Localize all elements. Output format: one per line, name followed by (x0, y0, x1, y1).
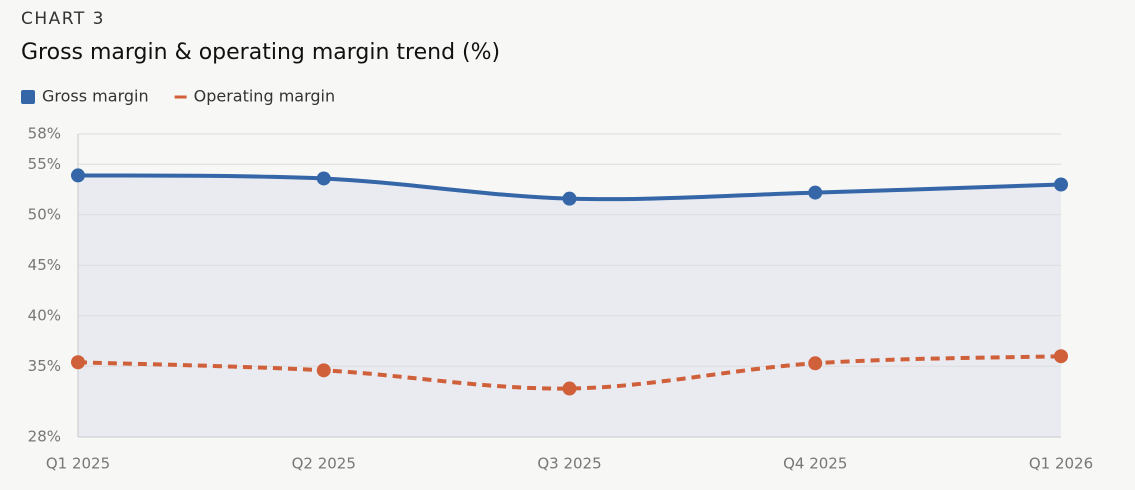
y-tick-label: 55% (28, 155, 61, 173)
x-tick-label: Q1 2026 (1029, 455, 1093, 473)
data-point (71, 355, 85, 370)
data-point (808, 185, 823, 200)
data-point (316, 363, 331, 378)
data-point (562, 381, 577, 396)
chart-label: CHART 3 (21, 9, 105, 29)
y-tick-label: 50% (28, 205, 61, 223)
chart-title: Gross margin & operating margin trend (%… (21, 40, 500, 65)
y-tick-label: 28% (28, 428, 61, 446)
x-tick-label: Q4 2025 (783, 455, 847, 473)
y-tick-label: 45% (28, 256, 61, 274)
data-point (1054, 177, 1068, 192)
legend-label: Operating margin (194, 87, 336, 106)
data-point (808, 356, 823, 371)
data-point (316, 171, 331, 186)
data-point (562, 191, 577, 206)
y-tick-label: 35% (28, 357, 61, 375)
legend-label: Gross margin (42, 87, 149, 106)
y-tick-label: 40% (28, 306, 61, 324)
y-tick-label: 58% (28, 125, 61, 143)
x-tick-label: Q3 2025 (537, 455, 601, 473)
legend-swatch (21, 90, 35, 104)
data-point (71, 168, 85, 183)
x-tick-label: Q2 2025 (292, 455, 356, 473)
data-point (1054, 349, 1068, 364)
x-tick-label: Q1 2025 (46, 455, 110, 473)
